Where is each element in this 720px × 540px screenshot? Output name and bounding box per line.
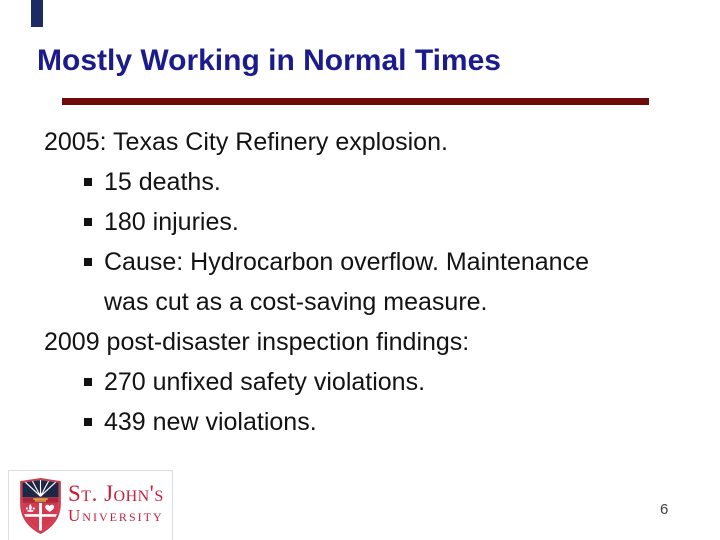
content-line: 439 new violations. <box>44 402 692 442</box>
university-logo: St. John's University <box>8 470 173 540</box>
content-line: 15 deaths. <box>44 162 692 202</box>
top-left-accent-bar <box>31 0 43 27</box>
content-line-text: Cause: Hydrocarbon overflow. Maintenance… <box>104 248 589 316</box>
content-line-text: 439 new violations. <box>104 408 317 436</box>
content-line: Cause: Hydrocarbon overflow. Maintenance… <box>44 242 624 322</box>
bullet-square-icon <box>84 178 92 186</box>
university-crest-icon <box>20 478 61 534</box>
content-line-text: 15 deaths. <box>104 168 221 196</box>
content-line: 2005: Texas City Refinery explosion. <box>44 128 448 156</box>
bullet-square-icon <box>84 218 92 226</box>
bullet-square-icon <box>84 378 92 386</box>
bullet-square-icon <box>84 258 92 266</box>
slide-body: 2005: Texas City Refinery explosion. 15 … <box>44 122 692 442</box>
content-line: 180 injuries. <box>44 202 692 242</box>
logo-wordmark-line1: St. John's <box>68 481 164 506</box>
logo-wordmark-line2: University <box>68 506 164 525</box>
page-number: 6 <box>660 501 669 518</box>
bullet-square-icon <box>84 418 92 426</box>
content-line-text: 270 unfixed safety violations. <box>104 368 426 396</box>
slide-title: Mostly Working in Normal Times <box>37 44 501 77</box>
title-underline-rule <box>62 98 649 105</box>
logo-wordmark: St. John's University <box>68 481 164 526</box>
content-line: 270 unfixed safety violations. <box>44 362 692 402</box>
content-line-text: 180 injuries. <box>104 208 239 236</box>
content-line: 2009 post-disaster inspection findings: <box>44 328 470 356</box>
